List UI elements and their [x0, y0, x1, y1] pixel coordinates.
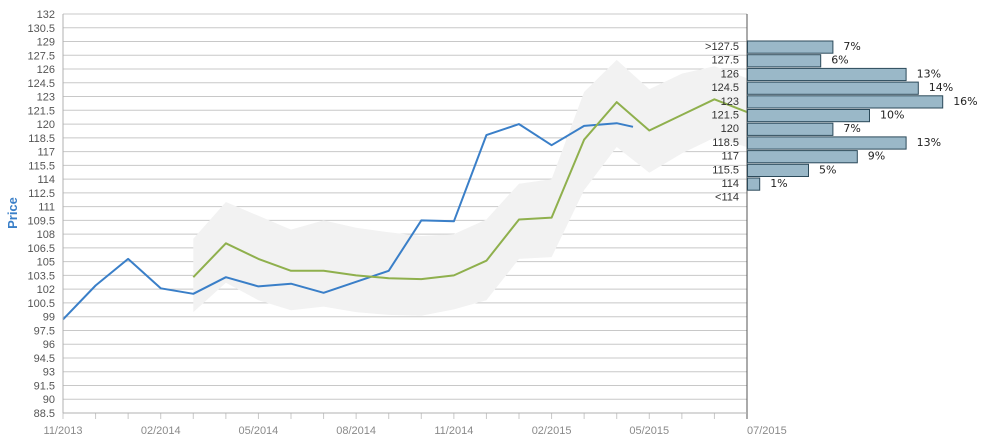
histogram-bin-label: 114	[721, 178, 739, 190]
histogram-percent-label: 9%	[868, 150, 885, 163]
y-tick-label: 94.5	[34, 353, 55, 365]
forecast-band	[193, 59, 748, 316]
x-tick-label: 05/2015	[629, 425, 669, 437]
y-tick-label: 105	[37, 257, 55, 269]
y-tick-label: 91.5	[34, 380, 55, 392]
histogram-bin-label: 118.5	[712, 137, 739, 149]
y-tick-label: 112.5	[28, 188, 55, 200]
histogram-bar	[747, 136, 907, 150]
y-tick-label: 123	[37, 92, 55, 104]
y-tick-label: 100.5	[27, 298, 55, 310]
histogram-bar	[747, 81, 919, 95]
y-tick-label: 106.5	[27, 243, 55, 255]
y-tick-label: 117	[37, 147, 55, 159]
x-tick-label: 08/2014	[336, 425, 376, 437]
y-tick-label: 127.5	[27, 50, 55, 62]
y-tick-label: 97.5	[34, 325, 55, 337]
y-tick-label: 118.5	[28, 133, 55, 145]
histogram-bar	[747, 163, 809, 178]
y-tick-label: 121.5	[27, 105, 55, 117]
y-tick-label: 99	[43, 312, 55, 324]
y-axis-label: Price	[5, 197, 20, 229]
y-tick-label: 120	[37, 119, 55, 131]
series-line-2	[192, 98, 748, 281]
series-lines	[62, 98, 748, 321]
y-tick-label: 103.5	[27, 270, 55, 282]
histogram-percent-label: 1%	[770, 177, 787, 190]
histogram-bin-label: >127.5	[705, 41, 739, 53]
y-tick-label: 93	[43, 367, 55, 379]
histogram-bar	[747, 54, 822, 68]
histogram-percent-label: 13%	[917, 136, 941, 149]
histogram-percent-label: 7%	[843, 122, 860, 135]
histogram-bin-label: 127.5	[711, 55, 739, 67]
histogram-bar	[747, 122, 834, 136]
histogram-percent-label: 5%	[819, 163, 836, 176]
histogram-bar	[747, 67, 907, 82]
y-tick-label: 130.5	[27, 23, 55, 35]
y-tick-label: 90	[43, 394, 55, 406]
y-tick-label: 129	[37, 37, 55, 49]
y-tick-label: 115.5	[28, 160, 55, 172]
histogram-bin-label: 126	[721, 68, 739, 80]
y-tick-label: 126	[37, 64, 55, 76]
histogram-percent-label: 6%	[831, 54, 848, 67]
x-tick-label: 11/2014	[434, 425, 473, 437]
series-line-1	[62, 122, 634, 321]
x-tick-label: 11/2013	[44, 425, 83, 437]
x-tick-labels: 11/2013 02/2014 05/2014 08/2014 11/2014 02/20…	[44, 425, 787, 437]
histogram-percent-label: 16%	[953, 95, 977, 108]
histogram-bar	[747, 177, 761, 191]
x-tick-label: 07/2015	[747, 425, 787, 437]
y-tick-labels: 88.5 90 91.593 94.5 96 97.599 100.5 102 103.5105…	[27, 9, 55, 420]
y-tick-label: 132	[37, 9, 55, 21]
confidence-band	[193, 59, 748, 316]
histogram-bin-label: 120	[721, 123, 739, 135]
histogram-bin-label: 117	[721, 151, 739, 163]
x-tick-label: 02/2014	[141, 425, 181, 437]
histogram-bin-label: <114	[715, 192, 739, 204]
y-tick-label: 114	[37, 174, 55, 186]
y-tick-label: 88.5	[34, 408, 55, 420]
x-tick-label: 05/2014	[239, 425, 279, 437]
axes	[62, 14, 748, 419]
histogram-percent-label: 10%	[880, 109, 904, 122]
histogram-bin-label: 123	[721, 96, 739, 108]
histogram-bin-label: 124.5	[711, 82, 739, 94]
histogram-bar	[747, 95, 944, 109]
histogram-percent-label: 7%	[843, 40, 860, 53]
y-tick-label: 108	[37, 229, 55, 241]
histogram-bar	[747, 109, 870, 123]
price-distribution-histogram: >127.5 7% 127.5 6% 126 13% 124.5 14% 123 16% 121.5…	[705, 40, 978, 204]
histogram-bin-label: 115.5	[712, 164, 739, 176]
histogram-percent-label: 13%	[917, 67, 941, 80]
x-tick-label: 02/2015	[532, 425, 572, 437]
histogram-bin-label: 121.5	[711, 110, 739, 122]
histogram-bar	[747, 40, 834, 54]
y-tick-label: 124.5	[27, 78, 55, 90]
y-tick-label: 102	[37, 284, 55, 296]
y-tick-label: 109.5	[27, 215, 55, 227]
histogram-percent-label: 14%	[929, 81, 953, 94]
histogram-bar	[747, 150, 858, 164]
y-tick-label: 96	[43, 339, 55, 351]
gridlines	[62, 13, 748, 419]
y-tick-label: 111	[38, 202, 55, 214]
